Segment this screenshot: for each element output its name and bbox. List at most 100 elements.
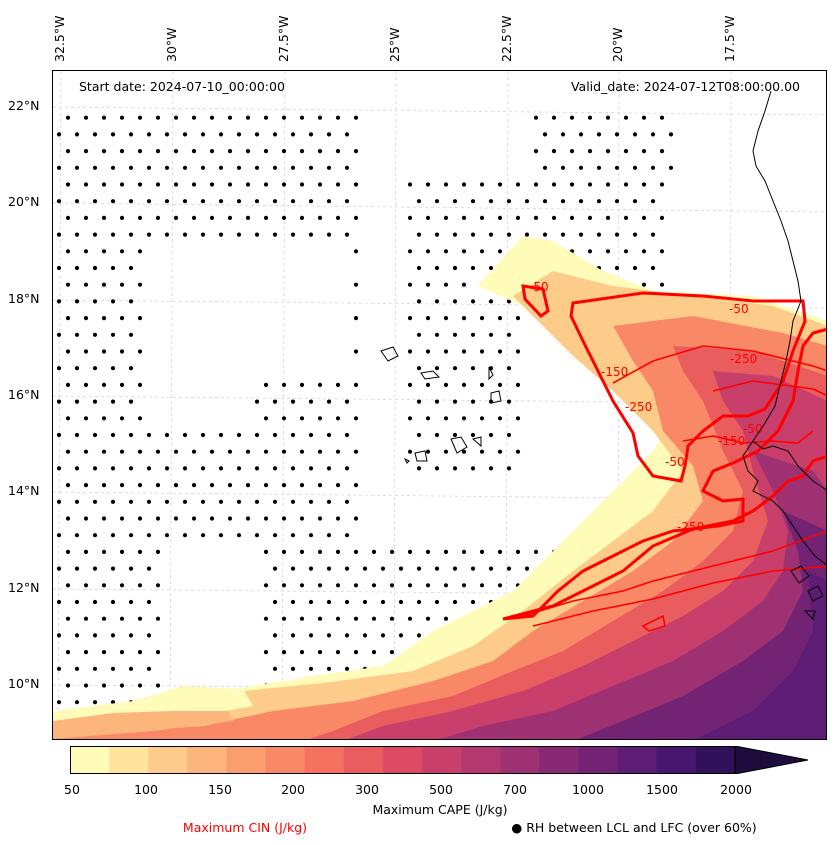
- rh-dot: [308, 566, 314, 571]
- rh-dot: [164, 165, 170, 170]
- rh-dot: [65, 683, 71, 688]
- colorbar: [70, 745, 810, 775]
- rh-dot: [290, 566, 296, 571]
- rh-dot: [74, 700, 80, 705]
- rh-dot: [200, 432, 206, 438]
- rh-dot: [425, 583, 431, 588]
- rh-dot: [281, 416, 287, 421]
- rh-dot: [74, 566, 80, 571]
- rh-dot: [209, 149, 215, 154]
- rh-dot: [56, 700, 62, 705]
- rh-dot: [326, 633, 332, 638]
- rh-dot: [443, 215, 449, 220]
- rh-dot: [533, 115, 539, 120]
- rh-dot: [542, 165, 548, 170]
- rh-dot: [308, 466, 314, 471]
- rh-dot: [407, 416, 413, 421]
- rh-dot: [470, 232, 476, 237]
- contour-label: -50: [665, 455, 685, 469]
- colorbar-tick: 1500: [646, 782, 678, 797]
- rh-dot: [83, 416, 89, 421]
- rh-dot: [74, 366, 80, 371]
- rh-dot: [443, 282, 449, 287]
- rh-dot: [83, 349, 89, 354]
- rh-dot: [362, 599, 368, 605]
- rh-dot: [353, 449, 359, 454]
- rh-dot: [335, 449, 341, 454]
- start-date: Start date: 2024-07-10_00:00:00: [79, 79, 285, 94]
- rh-dot: [209, 449, 215, 454]
- rh-dot: [434, 432, 440, 438]
- rh-dot: [110, 332, 116, 337]
- colorbar-cell: [695, 746, 736, 774]
- rh-dot: [137, 650, 143, 655]
- rh-dot: [650, 265, 656, 271]
- rh-dot: [92, 599, 98, 605]
- rh-dot: [317, 616, 323, 621]
- lat-label: 22°N: [8, 98, 40, 113]
- rh-dot: [146, 533, 152, 538]
- rh-dot: [182, 432, 188, 438]
- rh-dot: [416, 566, 422, 571]
- rh-dot: [254, 132, 260, 137]
- rh-dot: [515, 549, 521, 554]
- rh-dot: [353, 182, 359, 187]
- rh-dot: [281, 549, 287, 554]
- rh-dot: [218, 432, 224, 438]
- rh-dot: [443, 349, 449, 354]
- rh-dot: [74, 432, 80, 438]
- rh-dot: [344, 466, 350, 471]
- rh-dot: [407, 182, 413, 187]
- rh-dot: [515, 316, 521, 321]
- rh-dot: [362, 633, 368, 638]
- rh-dot: [164, 432, 170, 438]
- rh-dot: [245, 149, 251, 154]
- rh-dot: [614, 132, 620, 137]
- rh-dot: [371, 583, 377, 588]
- rh-dot: [110, 533, 116, 538]
- rh-dot: [263, 115, 269, 120]
- rh-dot: [236, 199, 242, 204]
- rh-dot: [605, 215, 611, 220]
- contour-label: -50: [529, 280, 549, 294]
- rh-dot: [65, 115, 71, 120]
- rh-dot: [83, 182, 89, 187]
- rh-dot: [479, 249, 485, 254]
- rh-dot: [65, 182, 71, 187]
- rh-dot: [299, 115, 305, 120]
- rh-dot: [110, 265, 116, 271]
- rh-dot: [407, 215, 413, 220]
- rh-dot: [614, 232, 620, 237]
- rh-dot: [407, 382, 413, 387]
- rh-dot: [119, 483, 125, 488]
- rh-dot: [236, 499, 242, 504]
- lat-label: 12°N: [8, 580, 40, 595]
- lat-label: 14°N: [8, 483, 40, 498]
- rh-dot: [542, 199, 548, 204]
- lon-label: 27.5°W: [276, 15, 291, 62]
- rh-dot: [371, 549, 377, 554]
- rh-dot: [434, 399, 440, 404]
- cin-contours: [502, 284, 826, 632]
- rh-dot: [353, 382, 359, 387]
- colorbar-cell: [461, 746, 501, 774]
- rh-dot: [74, 466, 80, 471]
- rh-dot: [605, 149, 611, 154]
- rh-dot: [578, 165, 584, 170]
- rh-dot: [218, 165, 224, 170]
- rh-dot: [344, 533, 350, 538]
- rh-dot: [281, 483, 287, 488]
- rh-dot: [479, 382, 485, 387]
- rh-dot: [128, 466, 134, 471]
- colorbar-tick: 100: [134, 782, 158, 797]
- rh-dot: [308, 199, 314, 204]
- rh-dot: [326, 499, 332, 504]
- rh-dot: [92, 366, 98, 371]
- rh-dot: [137, 683, 143, 688]
- rh-dot: [317, 149, 323, 154]
- rh-dot: [254, 232, 260, 237]
- rh-dot: [461, 182, 467, 187]
- rh-dot: [335, 650, 341, 655]
- rh-dot: [317, 382, 323, 387]
- rh-dot: [110, 633, 116, 638]
